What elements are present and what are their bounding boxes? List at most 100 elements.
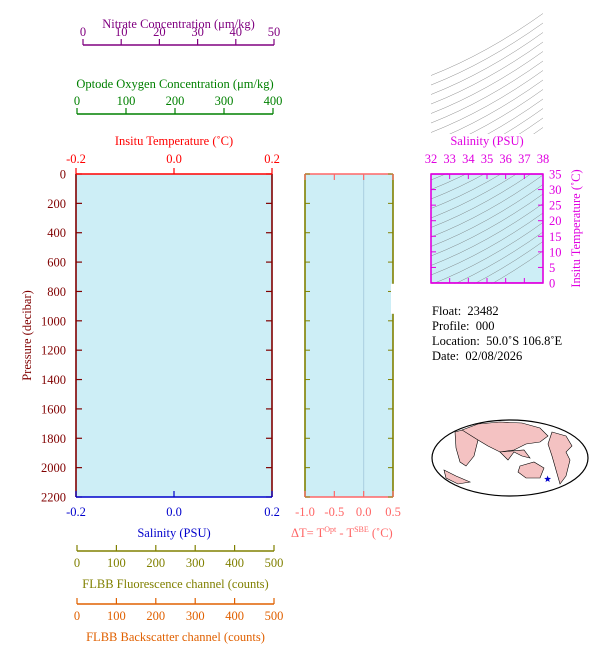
- oxygen-tick-label: 400: [264, 94, 283, 108]
- temperature-tick-label: 0.0: [166, 152, 182, 166]
- pressure-axis-title: Pressure (decibar): [20, 290, 34, 381]
- delta-title-part: - T: [336, 526, 354, 540]
- delta-title-sup: SBE: [354, 525, 369, 534]
- map-landmass: [443, 469, 472, 485]
- ts-salinity-tick-label: 32: [425, 152, 438, 166]
- date-label: Date:: [432, 349, 460, 363]
- ts-temperature-tick-label: 35: [549, 168, 562, 182]
- ts-density-contour: [430, 174, 544, 238]
- ts-plot-area: [431, 174, 543, 283]
- map-landmass: [499, 449, 531, 461]
- ts-density-contour: [430, 222, 544, 285]
- ts-temperature-tick-label: 20: [549, 214, 562, 228]
- fluorescence-tick-label: 400: [225, 556, 244, 570]
- nitrate-tick-label: 50: [268, 25, 281, 39]
- ts-salinity-tick-label: 35: [481, 152, 494, 166]
- map-landmass: [547, 431, 573, 485]
- nitrate-tick-label: 20: [153, 25, 166, 39]
- ts-density-contour: [430, 41, 544, 105]
- pressure-tick-label: 1600: [41, 402, 66, 416]
- salinity-axis-title: Salinity (PSU): [137, 526, 210, 540]
- ts-temperature-tick-label: 5: [549, 261, 555, 275]
- location-row: Location: 50.0˚S 106.8˚E: [432, 334, 562, 349]
- nitrate-tick-label: 40: [230, 25, 243, 39]
- oxygen-tick-label: 0: [74, 94, 80, 108]
- pressure-tick-label: 1000: [41, 314, 66, 328]
- float-location-map: [431, 419, 589, 497]
- delta-title-sup: Opt: [324, 525, 337, 534]
- oxygen-tick-label: 300: [215, 94, 234, 108]
- delta-tick-label: 0.5: [385, 505, 401, 519]
- oxygen-axis-title: Optode Oxygen Concentration (μm/kg): [76, 77, 273, 91]
- fluorescence-tick-label: 200: [146, 556, 165, 570]
- ts-temperature-tick-label: 15: [549, 230, 562, 244]
- ts-salinity-tick-label: 37: [518, 152, 531, 166]
- ts-density-contour: [430, 22, 544, 86]
- oxygen-tick-label: 200: [166, 94, 185, 108]
- pressure-tick-label: 600: [47, 256, 66, 270]
- map-landmass: [517, 461, 545, 479]
- float-info-block: Float: 23482 Profile: 000 Location: 50.0…: [432, 304, 562, 364]
- delta-axis-title: ΔT= TOpt - TSBE (˚C): [291, 525, 393, 540]
- profile-value: 000: [475, 319, 495, 333]
- delta-tick-label: -1.0: [295, 505, 315, 519]
- backscatter-tick-label: 300: [186, 609, 205, 623]
- ts-temperature-tick-label: 30: [549, 183, 562, 197]
- ts-mask-bottom: [391, 283, 583, 314]
- backscatter-tick-label: 500: [265, 609, 284, 623]
- oxygen-axis: 0 100 200 300 400 Optode Oxygen Concentration…: [74, 77, 283, 115]
- fluorescence-axis-title: FLBB Fluorescence channel (counts): [82, 577, 268, 591]
- profile-panel: 0 200 400 600 800 1000 1200 1400 1600 1800 2000 220…: [20, 134, 280, 540]
- float-label: Float:: [432, 304, 462, 318]
- fluorescence-tick-label: 0: [74, 556, 80, 570]
- ts-salinity-tick-label: 34: [462, 152, 475, 166]
- delta-tick-label: 0.0: [356, 505, 372, 519]
- nitrate-axis: 0 10 20 30 40 50 Nitrate Concentration (μm/kg): [80, 17, 281, 46]
- pressure-tick-label: 2000: [41, 461, 66, 475]
- ts-density-contour: [430, 51, 544, 114]
- fluorescence-tick-label: 100: [107, 556, 126, 570]
- ts-density-contour: [430, 60, 544, 124]
- pressure-tick-label: 0: [60, 168, 66, 182]
- ts-salinity-tick-label: 33: [443, 152, 456, 166]
- profile-plot-area: [76, 174, 272, 497]
- ts-salinity-tick-label: 38: [537, 152, 550, 166]
- ts-density-contour: [430, 212, 544, 276]
- float-value: 23482: [467, 304, 499, 318]
- oxygen-tick-label: 100: [117, 94, 136, 108]
- location-value: 50.0˚S 106.8˚E: [486, 334, 563, 348]
- ts-density-contour: [430, 184, 544, 247]
- pressure-tick-label: 400: [47, 226, 66, 240]
- ts-temperature-tick-label: 25: [549, 199, 562, 213]
- temperature-tick-label: 0.2: [264, 152, 280, 166]
- float-location-star-icon: [544, 475, 552, 483]
- delta-plot-area: [305, 174, 393, 497]
- ts-density-contour: [430, 193, 544, 257]
- ts-density-contour: [430, 13, 544, 76]
- map-landmass: [461, 421, 549, 453]
- date-row: Date: 02/08/2026: [432, 349, 562, 364]
- delta-tick-label: -0.5: [324, 505, 344, 519]
- delta-title-part: ΔT= T: [291, 526, 325, 540]
- ts-temperature-tick-label: 0: [549, 277, 555, 291]
- temperature-tick-label: -0.2: [66, 152, 86, 166]
- backscatter-tick-label: 200: [146, 609, 165, 623]
- delta-temperature-panel: -1.0 -0.5 0.0 0.5 ΔT= TOpt - TSBE (˚C): [291, 173, 401, 540]
- ts-temperature-tick-label: 10: [549, 245, 562, 259]
- ts-density-contour: [430, 79, 544, 143]
- pressure-tick-label: 1800: [41, 432, 66, 446]
- delta-title-part: (˚C): [369, 526, 393, 540]
- ts-salinity-tick-label: 36: [499, 152, 512, 166]
- pressure-tick-label: 200: [47, 197, 66, 211]
- nitrate-tick-label: 10: [115, 25, 128, 39]
- pressure-tick-label: 1200: [41, 344, 66, 358]
- salinity-tick-label: -0.2: [66, 505, 86, 519]
- location-label: Location:: [432, 334, 480, 348]
- nitrate-axis-title: Nitrate Concentration (μm/kg): [102, 17, 255, 31]
- pressure-tick-label: 2200: [41, 491, 66, 505]
- fluorescence-tick-label: 500: [265, 556, 284, 570]
- ts-density-contour: [430, 70, 544, 133]
